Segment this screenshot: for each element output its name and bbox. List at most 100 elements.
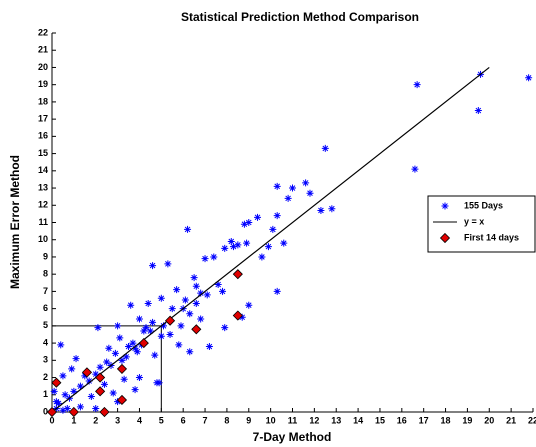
data-point xyxy=(149,262,157,270)
x-tick-label: 8 xyxy=(224,415,229,425)
data-point xyxy=(70,387,78,395)
data-point xyxy=(302,179,310,187)
data-point xyxy=(157,332,165,340)
data-point xyxy=(190,274,198,282)
y-tick-label: 17 xyxy=(38,114,48,124)
x-tick-label: 20 xyxy=(484,415,494,425)
data-point xyxy=(243,239,251,247)
data-point xyxy=(59,406,67,414)
data-point xyxy=(197,289,205,297)
data-point xyxy=(197,315,205,323)
data-point xyxy=(95,372,106,383)
data-point xyxy=(127,301,135,309)
y-tick-label: 12 xyxy=(38,200,48,210)
data-point xyxy=(100,380,108,388)
x-tick-label: 21 xyxy=(506,415,516,425)
data-point xyxy=(118,356,126,364)
data-point xyxy=(120,375,128,383)
y-tick-label: 22 xyxy=(38,27,48,37)
data-point xyxy=(95,386,106,397)
data-point xyxy=(52,398,60,406)
data-point xyxy=(94,324,102,332)
data-point xyxy=(284,194,292,202)
data-point xyxy=(317,206,325,214)
data-point xyxy=(111,349,119,357)
data-point xyxy=(92,405,100,413)
data-point xyxy=(254,213,262,221)
data-point xyxy=(144,299,152,307)
x-tick-label: 6 xyxy=(181,415,186,425)
x-tick-label: 5 xyxy=(159,415,164,425)
data-point xyxy=(273,287,281,295)
x-tick-label: 16 xyxy=(397,415,407,425)
data-point xyxy=(63,405,71,413)
data-point xyxy=(168,305,176,313)
data-point xyxy=(59,372,67,380)
data-point xyxy=(149,318,157,326)
data-point xyxy=(135,374,143,382)
x-tick-label: 2 xyxy=(93,415,98,425)
x-tick-label: 13 xyxy=(331,415,341,425)
data-point xyxy=(135,315,143,323)
data-point xyxy=(87,392,95,400)
data-point xyxy=(214,281,222,289)
data-point xyxy=(131,386,139,394)
data-point xyxy=(269,225,277,233)
data-point xyxy=(116,363,128,374)
y-axis-label: Maximum Error Method xyxy=(8,155,22,289)
data-point xyxy=(192,282,200,290)
data-point xyxy=(173,286,181,294)
data-point xyxy=(81,367,93,378)
data-point xyxy=(142,324,150,332)
data-point xyxy=(166,330,174,338)
y-tick-label: 14 xyxy=(38,165,48,175)
y-tick-label: 15 xyxy=(38,148,48,158)
data-point xyxy=(413,81,421,89)
data-point xyxy=(164,260,172,268)
data-point xyxy=(181,296,189,304)
data-point xyxy=(157,294,165,302)
y-tick-label: 16 xyxy=(38,131,48,141)
data-point xyxy=(92,370,100,378)
data-point xyxy=(116,394,128,406)
data-point xyxy=(232,310,243,321)
x-tick-label: 22 xyxy=(528,415,536,425)
x-tick-label: 19 xyxy=(462,415,472,425)
data-point xyxy=(219,287,227,295)
legend-label: First 14 days xyxy=(464,232,519,242)
y-tick-label: 6 xyxy=(43,303,48,313)
data-point xyxy=(61,391,69,399)
x-tick-label: 3 xyxy=(115,415,120,425)
data-point xyxy=(131,344,139,352)
data-point xyxy=(191,324,202,335)
data-point xyxy=(186,310,194,318)
x-tick-label: 0 xyxy=(49,415,54,425)
data-point xyxy=(203,291,211,299)
data-point xyxy=(221,244,229,252)
data-point xyxy=(245,301,253,309)
data-point xyxy=(76,403,84,411)
x-tick-label: 17 xyxy=(419,415,429,425)
data-point xyxy=(105,344,113,352)
data-point xyxy=(525,74,533,82)
data-point xyxy=(245,219,253,226)
legend-label: 155 Days xyxy=(464,200,503,210)
data-point xyxy=(306,189,314,197)
y-tick-label: 3 xyxy=(43,355,48,365)
y-tick-label: 0 xyxy=(43,406,48,416)
data-point xyxy=(227,237,235,245)
y-tick-label: 21 xyxy=(38,45,48,55)
data-point xyxy=(46,406,58,418)
legend: 155 Days y = x First 14 days xyxy=(427,195,536,253)
y-tick-label: 20 xyxy=(38,62,48,72)
legend-label: y = x xyxy=(464,216,484,226)
data-point xyxy=(114,398,122,406)
y-tick-label: 9 xyxy=(43,251,48,261)
y-tick-label: 2 xyxy=(43,372,48,382)
data-point xyxy=(258,253,266,261)
y-tick-label: 18 xyxy=(38,96,48,106)
data-point xyxy=(85,377,93,385)
x-axis-label: 7-Day Method xyxy=(253,430,332,444)
y-tick-label: 1 xyxy=(43,389,48,399)
data-point xyxy=(201,255,209,263)
